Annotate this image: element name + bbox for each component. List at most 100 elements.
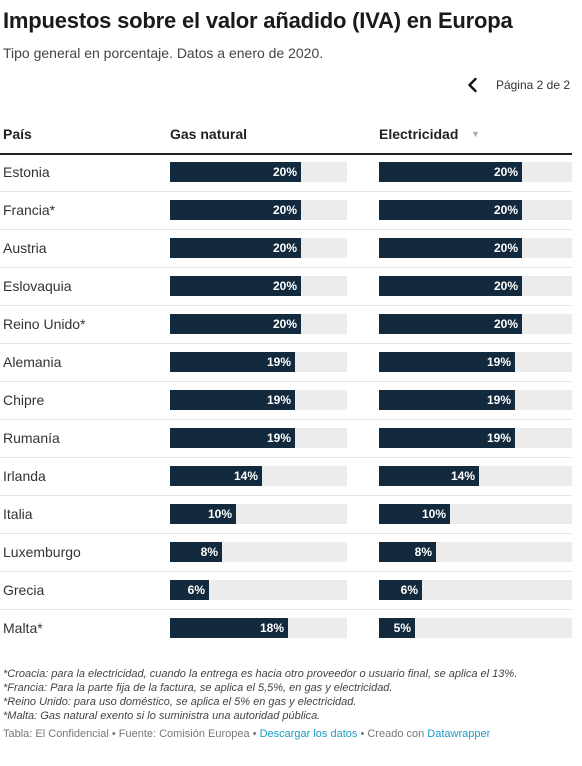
electricity-bar: 20% — [379, 238, 522, 258]
country-name: Rumanía — [3, 430, 60, 446]
gas-bar-track: 19% — [170, 428, 347, 448]
bar-value-label: 20% — [493, 203, 518, 217]
gas-bar: 20% — [170, 238, 301, 258]
electricity-bar: 19% — [379, 352, 515, 372]
gas-bar: 20% — [170, 314, 301, 334]
electricity-bar-track: 19% — [379, 390, 572, 410]
country-name: Grecia — [3, 582, 45, 598]
gas-bar: 8% — [170, 542, 222, 562]
bar-value-label: 20% — [272, 203, 297, 217]
column-header-gas[interactable]: Gas natural — [170, 126, 248, 142]
table-row: Chipre 19% 19% — [0, 381, 572, 420]
bar-value-label: 20% — [493, 279, 518, 293]
table-row: Malta* 18% 5% — [0, 609, 572, 647]
bar-value-label: 20% — [493, 317, 518, 331]
footnotes: *Croacia: para la electricidad, cuando l… — [3, 667, 579, 723]
bar-value-label: 20% — [272, 165, 297, 179]
gas-bar-track: 14% — [170, 466, 347, 486]
chart-title: Impuestos sobre el valor añadido (IVA) e… — [3, 8, 513, 33]
electricity-bar: 20% — [379, 314, 522, 334]
electricity-bar-track: 6% — [379, 580, 572, 600]
footnote: *Malta: Gas natural exento si lo suminis… — [3, 710, 321, 722]
bar-value-label: 6% — [400, 583, 418, 597]
electricity-bar-track: 5% — [379, 618, 572, 638]
table-row: Francia* 20% 20% — [0, 191, 572, 230]
bar-value-label: 19% — [486, 355, 511, 369]
table-row: Irlanda 14% 14% — [0, 457, 572, 496]
datawrapper-link[interactable]: Datawrapper — [427, 728, 491, 740]
bar-value-label: 19% — [486, 393, 511, 407]
electricity-bar: 10% — [379, 504, 450, 524]
page-indicator: Página 2 de 2 — [495, 78, 570, 92]
table-row: Rumanía 19% 19% — [0, 419, 572, 458]
gas-bar-track: 6% — [170, 580, 347, 600]
download-data-link[interactable]: Descargar los datos — [259, 728, 358, 740]
bar-value-label: 14% — [450, 469, 475, 483]
pagination: Página 2 de 2 — [464, 76, 570, 94]
country-name: Eslovaquia — [3, 278, 72, 294]
electricity-bar: 14% — [379, 466, 479, 486]
electricity-bar-track: 20% — [379, 162, 572, 182]
country-name: Italia — [3, 506, 33, 522]
bar-value-label: 18% — [259, 621, 284, 635]
gas-bar-track: 19% — [170, 352, 347, 372]
footnote: *Francia: Para la parte fija de la factu… — [3, 682, 393, 694]
table-row: Luxemburgo 8% 8% — [0, 533, 572, 572]
electricity-bar: 20% — [379, 276, 522, 296]
bar-value-label: 20% — [493, 241, 518, 255]
gas-bar: 10% — [170, 504, 236, 524]
bar-value-label: 14% — [233, 469, 258, 483]
gas-bar-track: 10% — [170, 504, 347, 524]
gas-bar: 18% — [170, 618, 288, 638]
bar-value-label: 8% — [414, 545, 432, 559]
table-row: Austria 20% 20% — [0, 229, 572, 268]
gas-bar-track: 20% — [170, 200, 347, 220]
country-name: Alemania — [3, 354, 62, 370]
footnote: *Reino Unido: para uso doméstico, se apl… — [3, 696, 357, 708]
country-name: Estonia — [3, 164, 50, 180]
electricity-bar-track: 10% — [379, 504, 572, 524]
country-name: Irlanda — [3, 468, 46, 484]
gas-bar: 19% — [170, 428, 295, 448]
electricity-bar-track: 20% — [379, 200, 572, 220]
country-name: Malta* — [3, 620, 43, 636]
bar-value-label: 20% — [272, 279, 297, 293]
electricity-bar: 20% — [379, 200, 522, 220]
electricity-bar-track: 20% — [379, 238, 572, 258]
country-name: Francia* — [3, 202, 56, 218]
sort-descending-icon[interactable]: ▼ — [471, 129, 480, 139]
source-text: Tabla: El Confidencial • Fuente: Comisió… — [3, 728, 260, 740]
bar-value-label: 19% — [266, 431, 291, 445]
electricity-bar-track: 19% — [379, 352, 572, 372]
electricity-bar-track: 20% — [379, 276, 572, 296]
column-header-country[interactable]: País — [3, 126, 32, 142]
bar-value-label: 8% — [200, 545, 218, 559]
footnote: *Croacia: para la electricidad, cuando l… — [3, 668, 518, 680]
gas-bar: 19% — [170, 390, 295, 410]
electricity-bar-track: 8% — [379, 542, 572, 562]
table-row: Alemania 19% 19% — [0, 343, 572, 382]
bar-value-label: 5% — [393, 621, 411, 635]
country-name: Luxemburgo — [3, 544, 81, 560]
bar-value-label: 6% — [187, 583, 205, 597]
electricity-bar-track: 19% — [379, 428, 572, 448]
electricity-bar: 19% — [379, 390, 515, 410]
gas-bar: 6% — [170, 580, 209, 600]
gas-bar: 20% — [170, 162, 301, 182]
bar-value-label: 20% — [272, 317, 297, 331]
electricity-bar: 6% — [379, 580, 422, 600]
created-with-text: • Creado con — [357, 728, 428, 740]
column-header-electricity[interactable]: Electricidad — [379, 126, 459, 142]
gas-bar-track: 19% — [170, 390, 347, 410]
bar-value-label: 20% — [272, 241, 297, 255]
chevron-left-icon[interactable] — [464, 76, 482, 94]
electricity-bar-track: 20% — [379, 314, 572, 334]
gas-bar: 19% — [170, 352, 295, 372]
bar-value-label: 19% — [486, 431, 511, 445]
table-row: Estonia 20% 20% — [0, 153, 572, 192]
bar-value-label: 10% — [207, 507, 232, 521]
gas-bar-track: 20% — [170, 162, 347, 182]
electricity-bar: 19% — [379, 428, 515, 448]
electricity-bar: 20% — [379, 162, 522, 182]
gas-bar: 14% — [170, 466, 262, 486]
